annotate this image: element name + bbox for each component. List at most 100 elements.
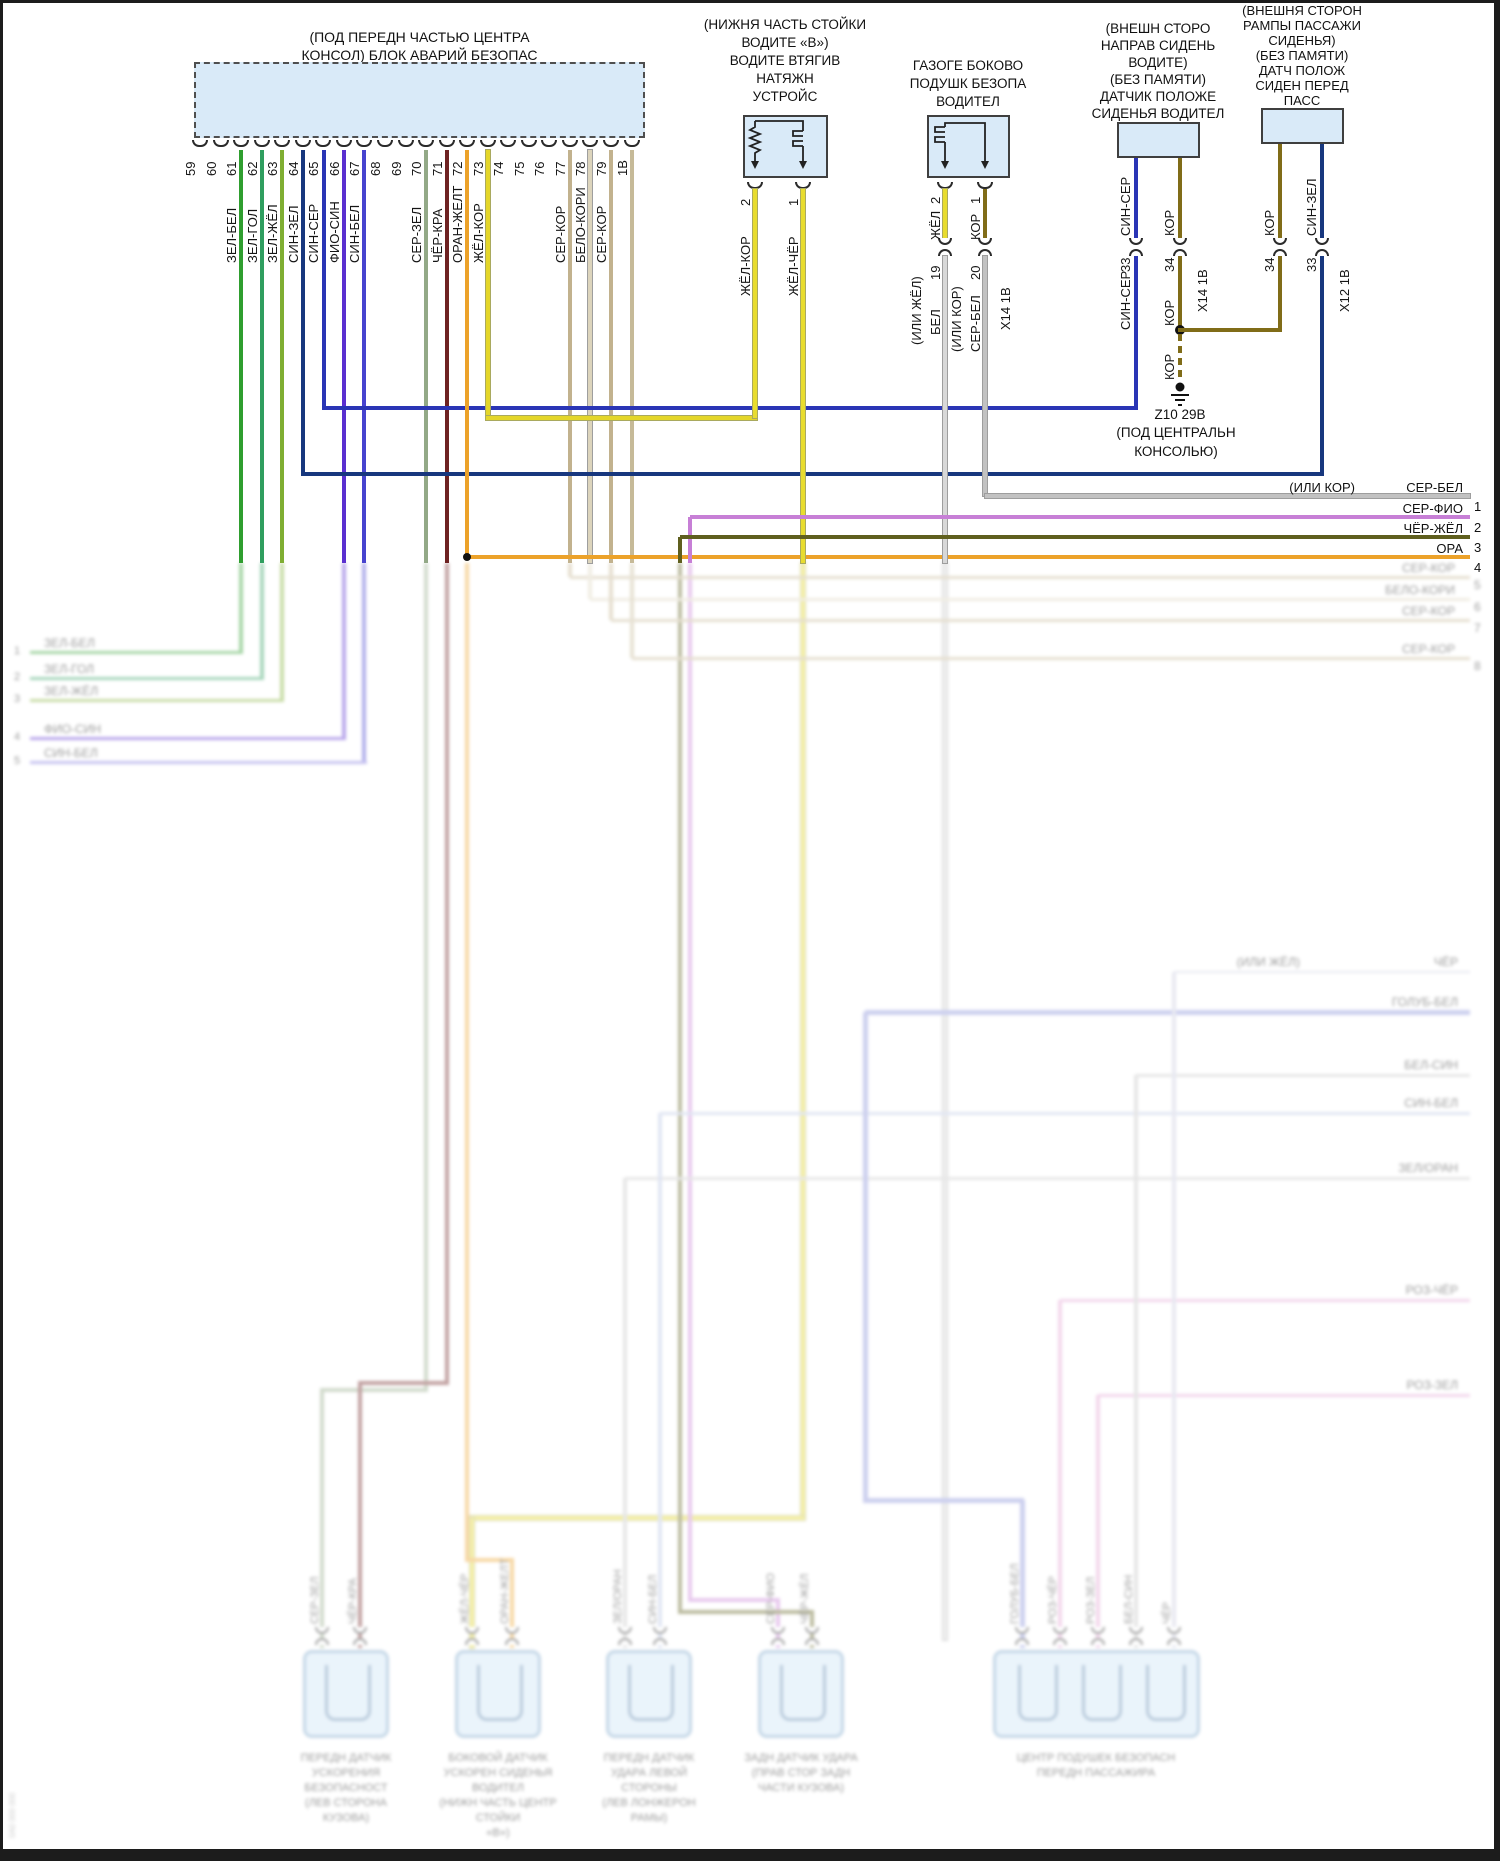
wire-segment [362,563,366,762]
title-line: СИДЕНЬЯ) [1268,33,1336,48]
connector-caption-line: УДАРА ЛЕВОЙ [610,1767,688,1779]
rotated-wire-label: X12 1В [1337,269,1352,312]
wire-segment [863,1497,1024,1503]
connector-pin-arc [439,140,455,147]
connector-caption-line: ПЕРЕДН ДАТЧИК [300,1752,392,1764]
connector-silhouette [1018,1665,1058,1721]
connector-pin-arc [233,140,249,147]
wire-segment [985,494,1470,498]
stub-number: 7 [1474,621,1481,635]
wire-segment [30,698,284,702]
title-line: ДАТЧИК ПОЛОЖЕ [1099,89,1217,104]
wire-segment [280,563,284,700]
connector-pin-arc [465,1627,479,1634]
bottom-connector-5-box [993,1650,1200,1738]
connector-pin-arc [977,182,993,189]
rotated-wire-label: 20 [968,265,983,280]
pretensioner-box [743,115,828,178]
left-stub-number: 2 [14,671,21,683]
wire-segment [570,575,1470,579]
connector-pin-arc [1173,238,1187,245]
connector-pin-arc [398,140,414,147]
connector-silhouette [325,1665,371,1721]
junction-dot [463,553,471,561]
connector-pin-arc [937,182,953,189]
wire-segment [753,189,757,418]
rotated-wire-label: СЕР-БЕЛ [968,295,983,352]
wire-segment [239,563,243,652]
title-line: ПОДУШК БЕЗОПА [909,76,1027,91]
connector-silhouette [628,1665,674,1721]
connector-arc [771,1638,785,1645]
connector-pin-arc [805,1627,819,1634]
wire-segment [301,472,1324,476]
connector-arc [1167,1638,1181,1645]
wire-segment [801,189,805,563]
connector-arc [805,1638,819,1645]
wire-segment [678,537,682,563]
connector-caption-line: ПЕРЕДН ДАТЧИК [603,1752,695,1764]
wire-segment [611,618,1470,622]
connector-pin-arc [562,140,578,147]
page-border-top [0,0,1500,3]
connector-arc [653,1638,667,1645]
connector-pin-arc [459,140,475,147]
rotated-wire-label: 63 [265,161,280,176]
wire-segment [943,189,947,238]
connector-pin-arc [938,238,952,245]
connector-pin-arc [505,1627,519,1634]
stub-number: 5 [1474,578,1481,592]
ground-location-line: (ПОД ЦЕНТРАЛЬН [1116,425,1236,440]
connector-pin-arc [336,140,352,147]
stub-label: СЕР-КОР [1402,561,1455,575]
connector-pin-arc [1273,238,1287,245]
stub-label: СЕР-КОР [1402,604,1455,618]
wire-segment [678,563,682,1612]
stub-label: БЕЛО-КОРИ [1385,583,1455,597]
wire-segment [590,597,1470,601]
stub-label: СЕР-ФИО [1402,501,1463,516]
rotated-wire-label: 78 [573,161,588,176]
connector-pin-arc [353,1627,367,1634]
driver-sensor-title: (ВНЕШН СТОРО НАПРАВ СИДЕНЬ ВОДИТЕ) (БЕЗ … [1083,20,1233,122]
connector-pin-arc [978,238,992,245]
wire-segment [1096,1395,1100,1648]
connector-silhouette [477,1665,523,1721]
rotated-wire-label: ОРАН-ЖЕЛТ [450,185,465,263]
connector-arc [1053,1638,1067,1645]
stub-number: 4 [1474,560,1482,575]
connector-pin-arc [480,140,496,147]
wire-segment [623,1178,627,1648]
left-stub-number: 5 [14,755,21,767]
left-stub-number: 4 [14,731,21,743]
connector-pin-arc [1167,1627,1181,1634]
wire-segment [465,150,469,555]
connector-pin-arc [1129,238,1143,245]
wire-segment [465,1558,514,1562]
passenger-sensor-box [1261,108,1344,144]
connector-caption-line: СТОРОНЫ [621,1782,677,1794]
connector-arc [1315,249,1329,256]
title-line: НАТЯЖН [756,71,814,86]
connector-pin-arc [418,140,434,147]
rotated-wire-label: 74 [491,161,506,176]
ground-symbol [1171,382,1189,406]
wire-segment [1174,971,1470,973]
stub-alt-label: (ИЛИ КОР) [1289,480,1355,495]
connector-pin-arc [1015,1627,1029,1634]
rotated-wire-label: СИН-ЗЕЛ [1304,178,1319,236]
connector-pin-arc [1091,1627,1105,1634]
wire-segment [632,656,1470,660]
wire-segment [588,150,592,563]
rotated-wire-label: КОР [1162,299,1177,326]
wire-segment [342,563,346,738]
wire-segment [660,1111,1470,1115]
rotated-wire-label: СЕР-КОР [553,205,568,263]
wire-segment [465,555,1470,559]
stub-number: 2 [1474,520,1482,535]
rotated-wire-label: 76 [532,161,547,176]
rotated-wire-label: 1 [786,198,801,206]
wire-segment [1134,1075,1138,1648]
rotated-wire-label: 70 [409,161,424,176]
